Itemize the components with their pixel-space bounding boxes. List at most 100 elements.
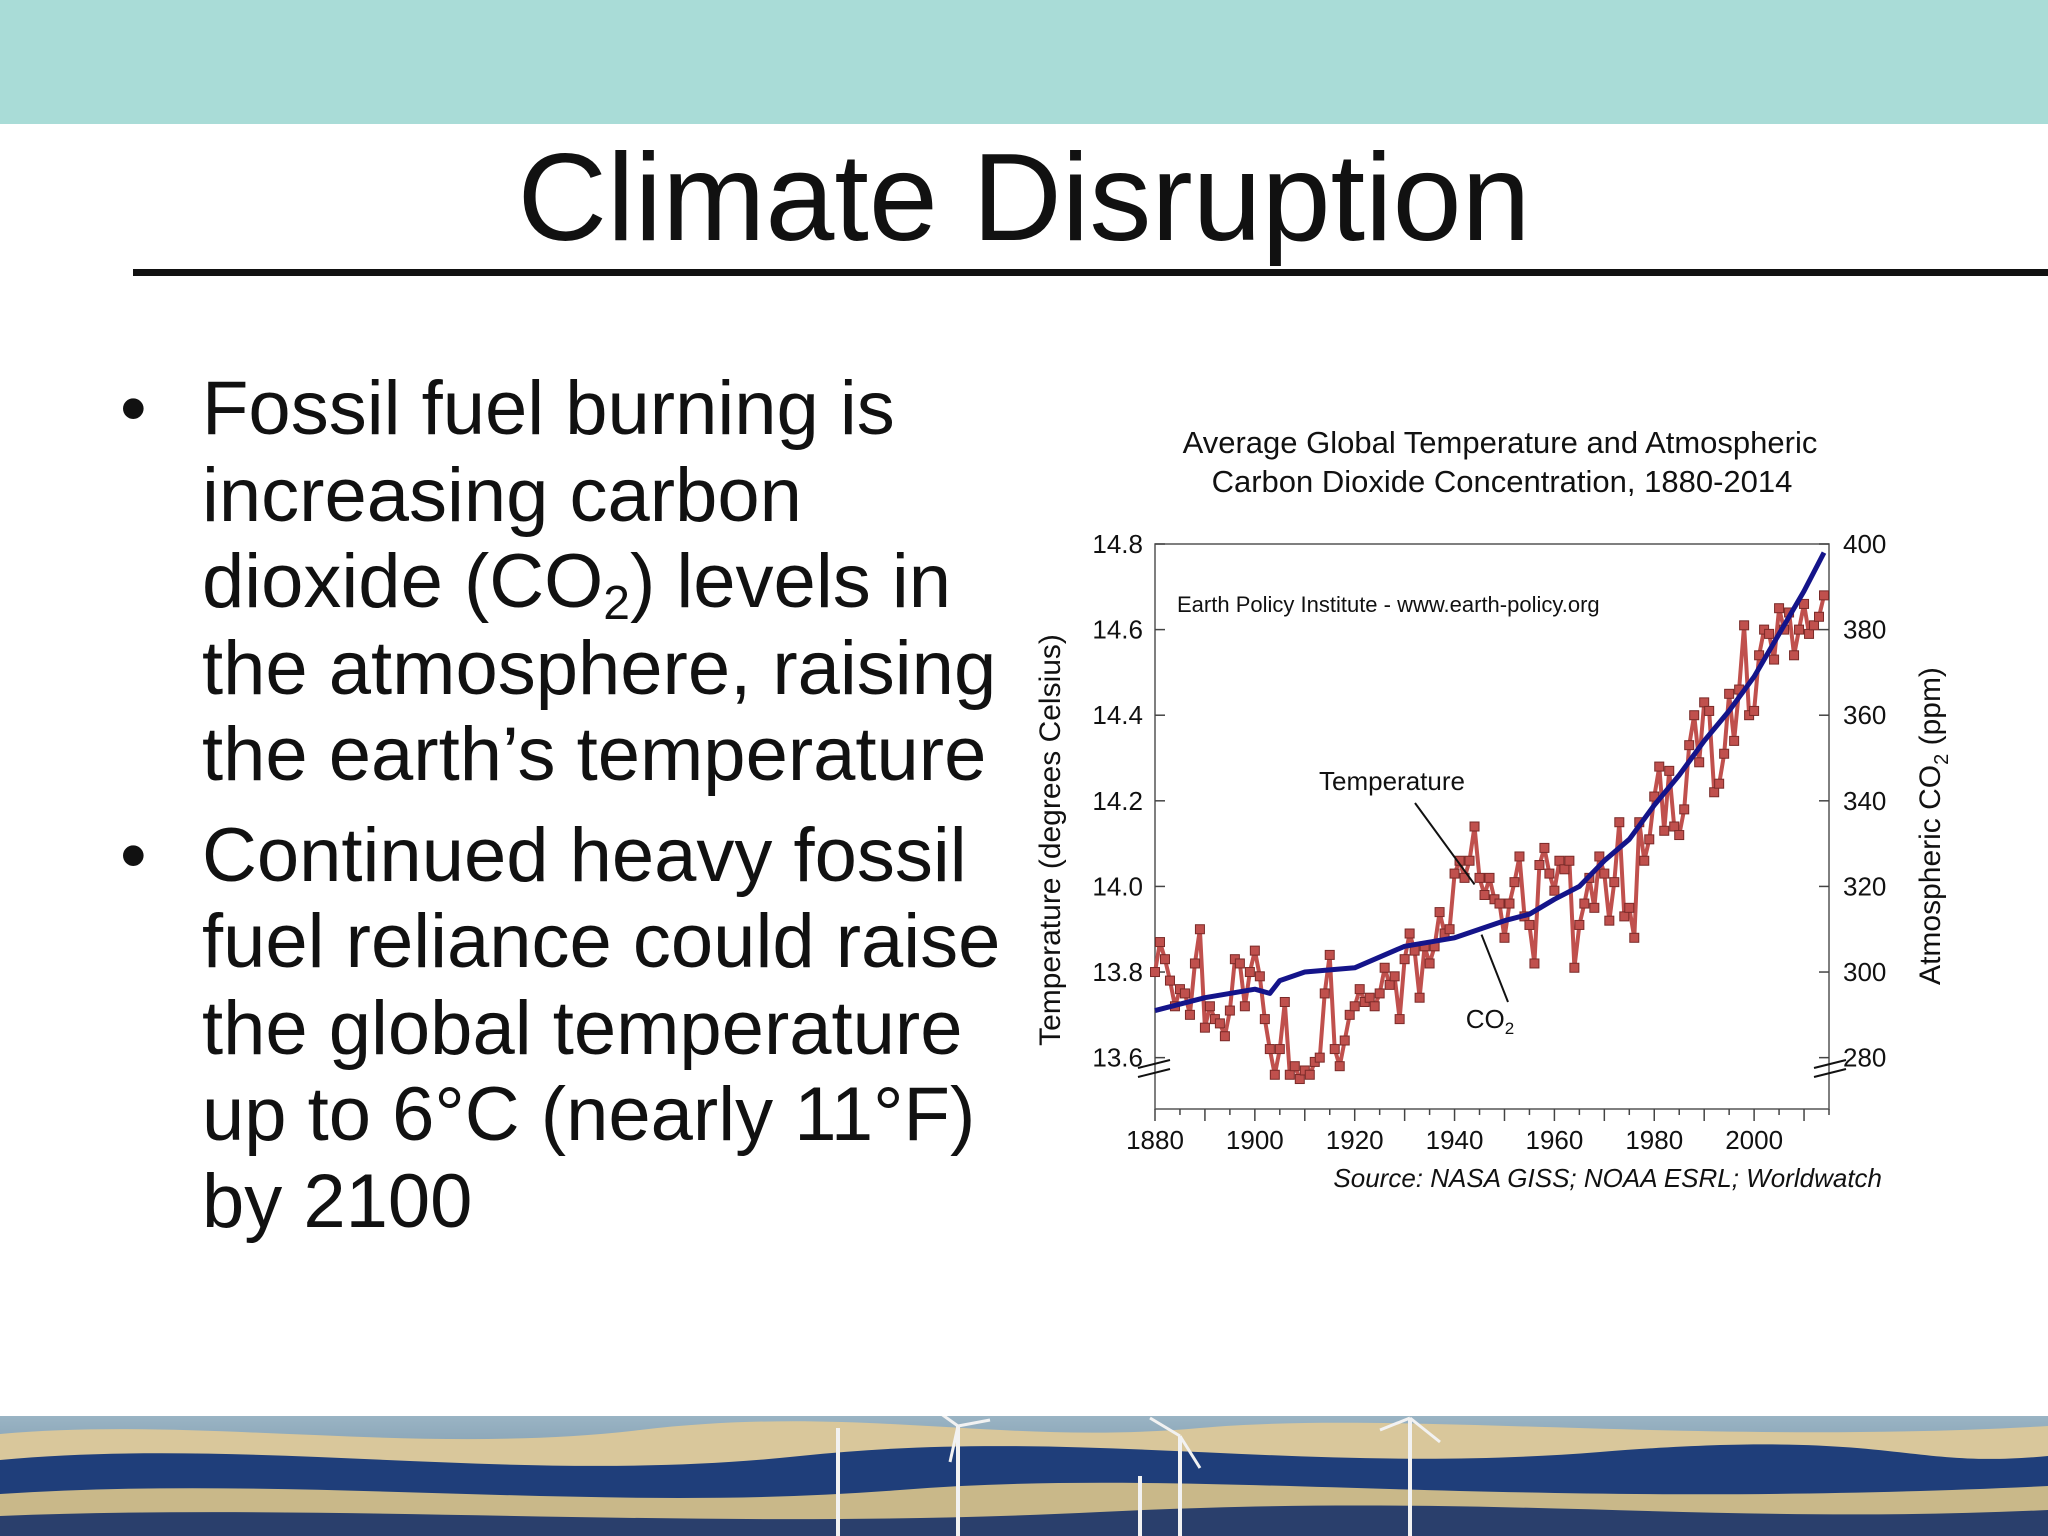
left-tick-label: 14.0 — [1092, 871, 1143, 901]
temperature-point — [1159, 954, 1170, 965]
temperature-point — [1479, 889, 1490, 900]
x-tick-label: 1940 — [1426, 1125, 1484, 1155]
temperature-point — [1339, 1035, 1350, 1046]
temperature-point — [1574, 919, 1585, 930]
temperature-point — [1764, 628, 1775, 639]
temperature-point — [1444, 924, 1455, 935]
temperature-point — [1709, 787, 1720, 798]
temperature-point — [1594, 851, 1605, 862]
temperature-point — [1314, 1052, 1325, 1063]
co2-annotation-leader — [1480, 934, 1509, 1003]
bullet-dot: • — [120, 812, 147, 898]
temperature-point — [1294, 1074, 1305, 1085]
temperature-point — [1154, 937, 1165, 948]
temperature-point — [1544, 868, 1555, 879]
temperature-point — [1204, 1001, 1215, 1012]
temperature-co2-chart: Average Global Temperature and Atmospher… — [1034, 425, 1953, 1193]
temperature-point — [1504, 898, 1515, 909]
temperature-point — [1279, 996, 1290, 1007]
temperature-point — [1614, 817, 1625, 828]
chart-annotations: Temperature CO2 — [1319, 766, 1514, 1038]
temperature-point — [1194, 924, 1205, 935]
temperature-point — [1769, 654, 1780, 665]
temperature-point — [1699, 697, 1710, 708]
header-band — [0, 0, 2048, 124]
left-tick-label: 14.2 — [1092, 786, 1143, 816]
temperature-point — [1609, 877, 1620, 888]
temperature-point — [1654, 761, 1665, 772]
right-axis-label: Atmospheric CO2 (ppm) — [1914, 667, 1953, 985]
temperature-point — [1449, 868, 1460, 879]
temperature-point — [1184, 1009, 1195, 1020]
x-tick-label: 2000 — [1725, 1125, 1783, 1155]
temperature-point — [1364, 992, 1375, 1003]
temperature-point — [1719, 748, 1730, 759]
temperature-point — [1569, 962, 1580, 973]
temperature-point — [1189, 958, 1200, 969]
temperature-point — [1329, 1044, 1340, 1055]
temperature-point — [1434, 907, 1445, 918]
temperature-point — [1219, 1031, 1230, 1042]
temperature-point — [1659, 825, 1670, 836]
temperature-point — [1774, 603, 1785, 614]
temperature-point — [1559, 864, 1570, 875]
left-tick-label: 14.8 — [1092, 529, 1143, 559]
temperature-point — [1729, 735, 1740, 746]
right-axis-ticks: 280 300 320 340 360 380 400 — [1819, 529, 1886, 1073]
temperature-point — [1694, 757, 1705, 768]
temperature-point — [1264, 1044, 1275, 1055]
temperature-point — [1639, 855, 1650, 866]
co2-series — [1154, 551, 1827, 1014]
right-tick-label: 360 — [1843, 700, 1886, 730]
temperature-point — [1224, 1005, 1235, 1016]
temperature-point — [1539, 842, 1550, 853]
source-label: Source: NASA GISS; NOAA ESRL; Worldwatch — [1333, 1163, 1882, 1193]
temperature-point — [1354, 984, 1365, 995]
left-tick-label: 13.6 — [1092, 1043, 1143, 1073]
temperature-point — [1819, 590, 1830, 601]
title-underline — [133, 269, 2048, 276]
bullet-subscript: 2 — [603, 577, 630, 630]
axis-break-left — [1137, 1059, 1171, 1078]
temperature-point — [1669, 821, 1680, 832]
right-tick-label: 340 — [1843, 786, 1886, 816]
left-tick-label: 14.6 — [1092, 615, 1143, 645]
temperature-point — [1464, 855, 1475, 866]
temperature-point — [1599, 868, 1610, 879]
bullet-list: • Fossil fuel burning is increasing carb… — [120, 366, 1020, 1259]
axis-break-right — [1813, 1059, 1847, 1078]
temperature-point — [1484, 872, 1495, 883]
temperature-point — [1199, 1022, 1210, 1033]
temperature-point — [1674, 830, 1685, 841]
temperature-point — [1349, 1001, 1360, 1012]
temperature-point — [1564, 855, 1575, 866]
temperature-point — [1739, 620, 1750, 631]
temperature-point — [1714, 778, 1725, 789]
temperature-point — [1304, 1069, 1315, 1080]
bullet-item: • Fossil fuel burning is increasing carb… — [120, 366, 1020, 799]
bullet-item: • Continued heavy fossil fuel reliance c… — [120, 813, 1020, 1246]
right-tick-label: 320 — [1843, 871, 1886, 901]
temperature-point — [1244, 967, 1255, 978]
temperature-point — [1344, 1009, 1355, 1020]
temperature-point — [1319, 988, 1330, 999]
temperature-point — [1509, 877, 1520, 888]
plot-frame — [1154, 543, 1830, 1110]
temperature-point — [1254, 971, 1265, 982]
temperature-point — [1494, 898, 1505, 909]
temperature-point — [1324, 949, 1335, 960]
x-tick-label: 1900 — [1226, 1125, 1284, 1155]
temperature-point — [1379, 962, 1390, 973]
co2-annotation: CO2 — [1466, 1004, 1514, 1038]
temperature-point — [1389, 971, 1400, 982]
temperature-point — [1399, 954, 1410, 965]
temperature-point — [1424, 958, 1435, 969]
temperature-point — [1214, 1018, 1225, 1029]
landscape-footer-image — [0, 1416, 2048, 1536]
x-tick-label: 1880 — [1126, 1125, 1184, 1155]
temperature-point — [1239, 1001, 1250, 1012]
temperature-point — [1754, 650, 1765, 661]
temperature-point — [1664, 765, 1675, 776]
temperature-point — [1799, 598, 1810, 609]
temperature-point — [1274, 1044, 1285, 1055]
